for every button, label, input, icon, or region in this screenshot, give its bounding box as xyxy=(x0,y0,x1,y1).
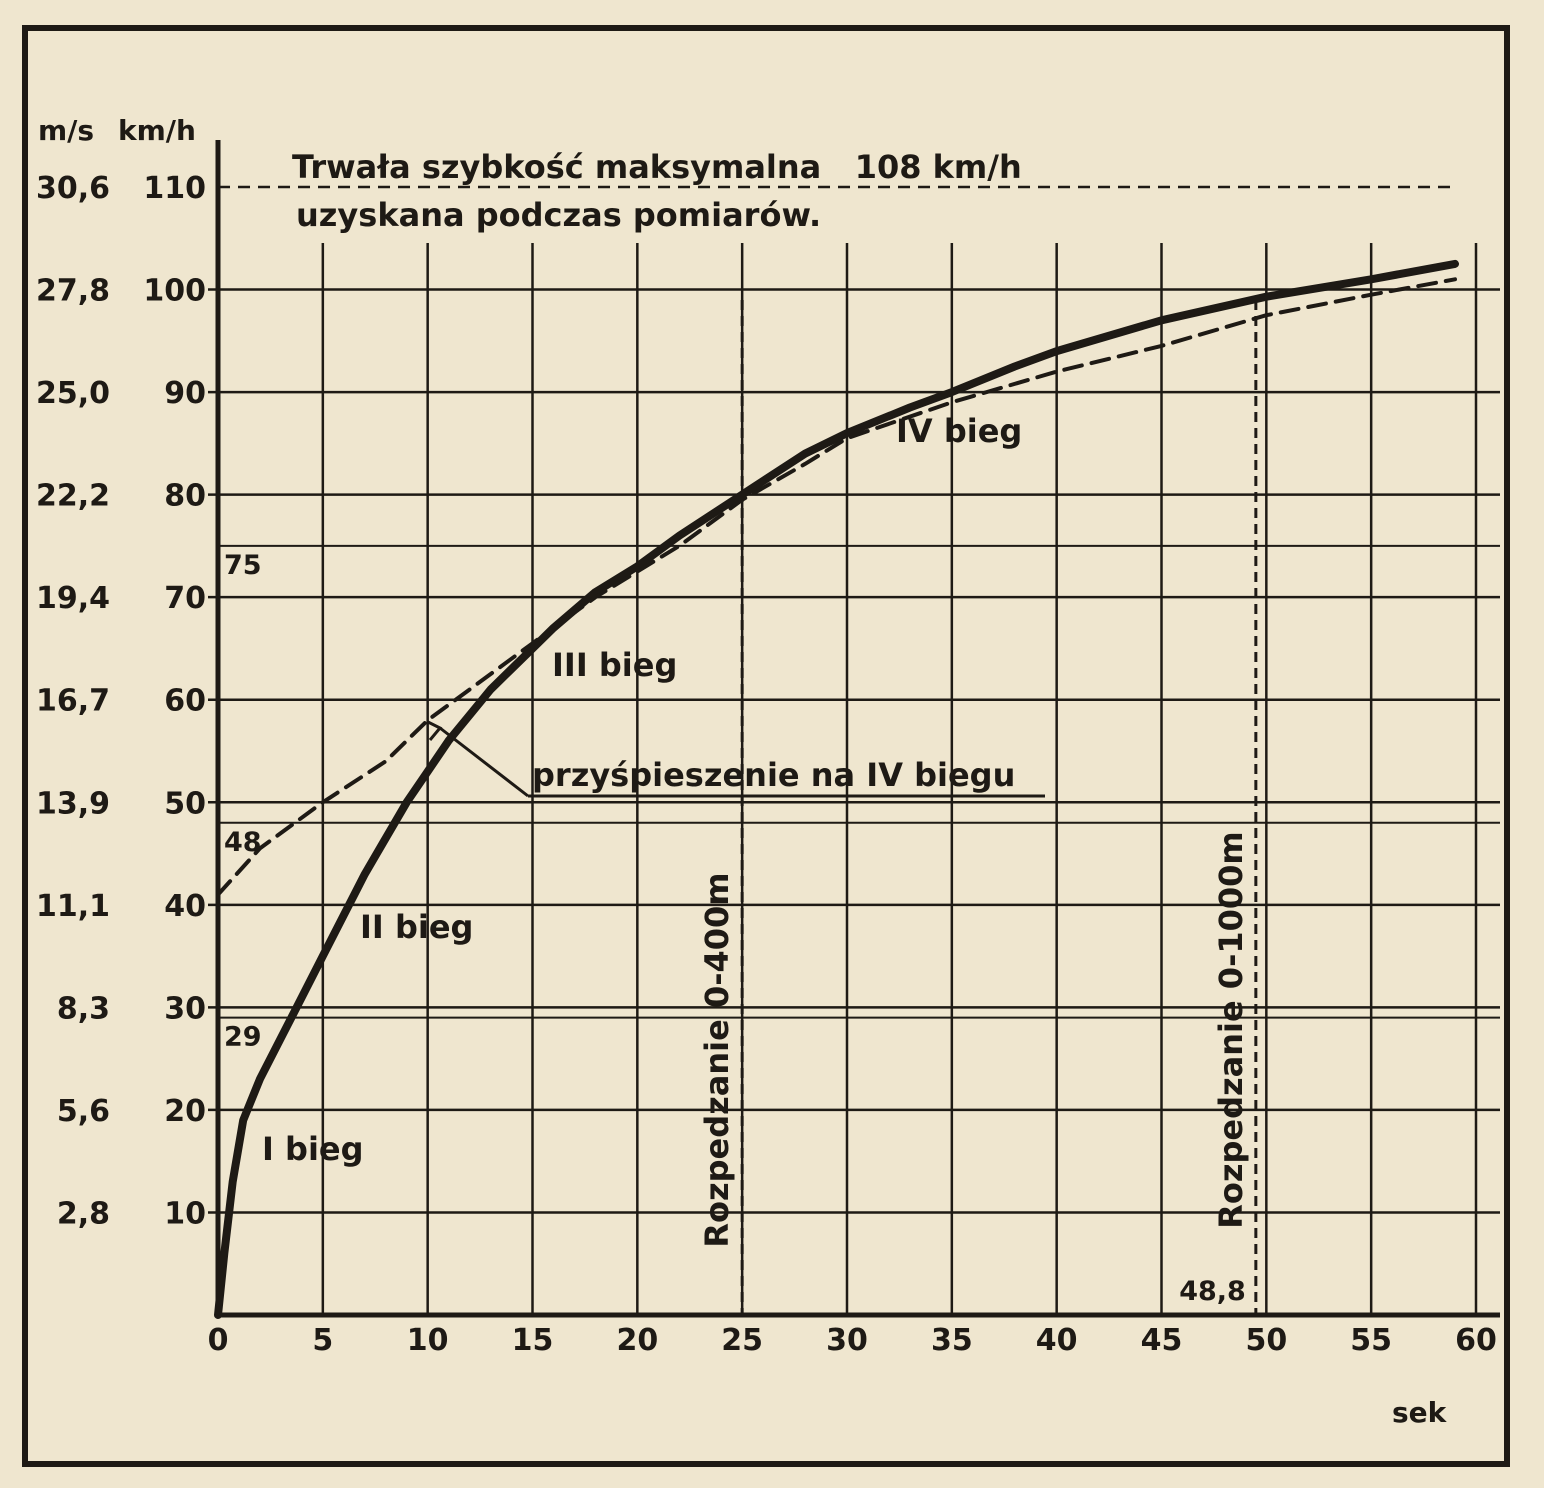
accel-iv-leader xyxy=(427,720,529,798)
y-tick-label-kmh: 10 xyxy=(164,1196,206,1231)
max-speed-line2: uzyskana podczas pomiarów. xyxy=(296,196,821,234)
y-tick-label-ms: 2,8 xyxy=(57,1196,110,1231)
y-tick-label-ms: 30,6 xyxy=(36,171,110,206)
x-unit-label: sek xyxy=(1392,1396,1448,1429)
y-tick-label-kmh: 20 xyxy=(164,1094,206,1129)
x-tick-label: 35 xyxy=(931,1323,973,1358)
series-line-dashed xyxy=(216,277,1457,897)
y-tick-label-ms: 22,2 xyxy=(36,479,110,514)
y-tick-label-kmh: 80 xyxy=(164,479,206,514)
x-tick-label: 0 xyxy=(208,1323,229,1358)
y-tick-label-ms: 27,8 xyxy=(36,274,110,309)
ref-line-label-75: 75 xyxy=(224,550,262,581)
max-speed-line1: Trwała szybkość maksymalna 108 km/h xyxy=(292,148,1022,186)
gear-1-label: I bieg xyxy=(262,1130,364,1168)
y-tick-label-ms: 11,1 xyxy=(36,889,110,924)
y-tick-label-kmh: 110 xyxy=(143,171,206,206)
x-tick-label: 55 xyxy=(1350,1323,1392,1358)
y-tick-label-kmh: 70 xyxy=(164,581,206,616)
y-tick-label-ms: 13,9 xyxy=(36,786,110,821)
y-unit-ms: m/s xyxy=(38,114,94,147)
y-tick-label-ms: 16,7 xyxy=(36,684,110,719)
x-tick-label: 50 xyxy=(1245,1323,1287,1358)
gear-2-label: II bieg xyxy=(360,908,473,946)
y-tick-label-kmh: 60 xyxy=(164,684,206,719)
y-tick-label-ms: 5,6 xyxy=(57,1094,110,1129)
y-tick-label-kmh: 90 xyxy=(164,376,206,411)
distance-marker-label: Rozpedzanie 0-400m xyxy=(698,872,736,1247)
x-tick-label: 60 xyxy=(1455,1323,1497,1358)
ref-line-label-29: 29 xyxy=(224,1022,262,1053)
gear-3-label: III bieg xyxy=(552,646,677,684)
y-tick-label-ms: 8,3 xyxy=(57,991,110,1026)
x-tick-label: 25 xyxy=(721,1323,763,1358)
y-tick-label-ms: 25,0 xyxy=(36,376,110,411)
x-tick-label: 30 xyxy=(826,1323,868,1358)
y-tick-label-kmh: 40 xyxy=(164,889,206,924)
y-tick-label-kmh: 50 xyxy=(164,786,206,821)
y-tick-label-kmh: 100 xyxy=(143,274,206,309)
x-tick-label: 20 xyxy=(616,1323,658,1358)
series-line-solid xyxy=(214,259,1459,1319)
y-unit-kmh: km/h xyxy=(118,114,196,147)
x-tick-label: 40 xyxy=(1036,1323,1078,1358)
x-tick-label: 15 xyxy=(512,1323,554,1358)
accel-iv-label: przyśpieszenie na IV biegu xyxy=(532,756,1015,794)
distance-marker-label: Rozpedzanie 0-1000m xyxy=(1212,831,1250,1229)
gear-4-label: IV bieg xyxy=(896,412,1022,450)
x-tick-label: 5 xyxy=(312,1323,333,1358)
outer-frame xyxy=(22,25,1510,1467)
y-tick-label-kmh: 30 xyxy=(164,991,206,1026)
y-tick-label-ms: 19,4 xyxy=(36,581,110,616)
x-tick-label: 45 xyxy=(1141,1323,1183,1358)
distance-marker-time-label: 48,8 xyxy=(1179,1276,1246,1307)
x-tick-label: 10 xyxy=(407,1323,449,1358)
